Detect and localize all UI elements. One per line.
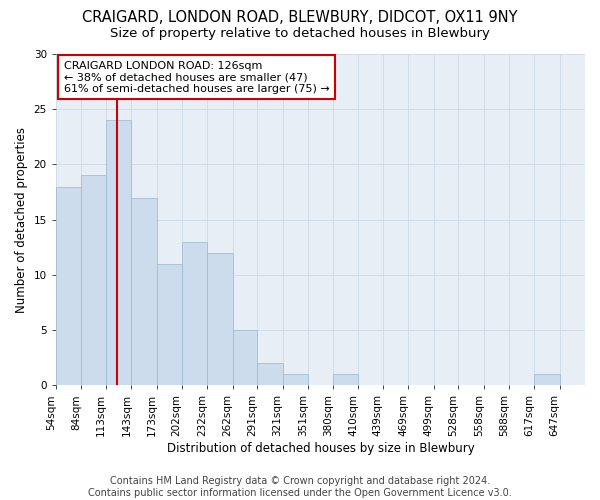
Bar xyxy=(233,330,257,386)
Bar xyxy=(207,253,233,386)
Text: CRAIGARD, LONDON ROAD, BLEWBURY, DIDCOT, OX11 9NY: CRAIGARD, LONDON ROAD, BLEWBURY, DIDCOT,… xyxy=(82,10,518,25)
Bar xyxy=(56,186,82,386)
Bar xyxy=(182,242,207,386)
Bar xyxy=(333,374,358,386)
Bar xyxy=(534,374,560,386)
Bar xyxy=(257,363,283,386)
Bar xyxy=(82,176,106,386)
X-axis label: Distribution of detached houses by size in Blewbury: Distribution of detached houses by size … xyxy=(167,442,474,455)
Y-axis label: Number of detached properties: Number of detached properties xyxy=(15,126,28,312)
Bar xyxy=(283,374,308,386)
Bar xyxy=(106,120,131,386)
Text: Size of property relative to detached houses in Blewbury: Size of property relative to detached ho… xyxy=(110,28,490,40)
Text: CRAIGARD LONDON ROAD: 126sqm
← 38% of detached houses are smaller (47)
61% of se: CRAIGARD LONDON ROAD: 126sqm ← 38% of de… xyxy=(64,60,329,94)
Bar xyxy=(157,264,182,386)
Bar xyxy=(131,198,157,386)
Text: Contains HM Land Registry data © Crown copyright and database right 2024.
Contai: Contains HM Land Registry data © Crown c… xyxy=(88,476,512,498)
